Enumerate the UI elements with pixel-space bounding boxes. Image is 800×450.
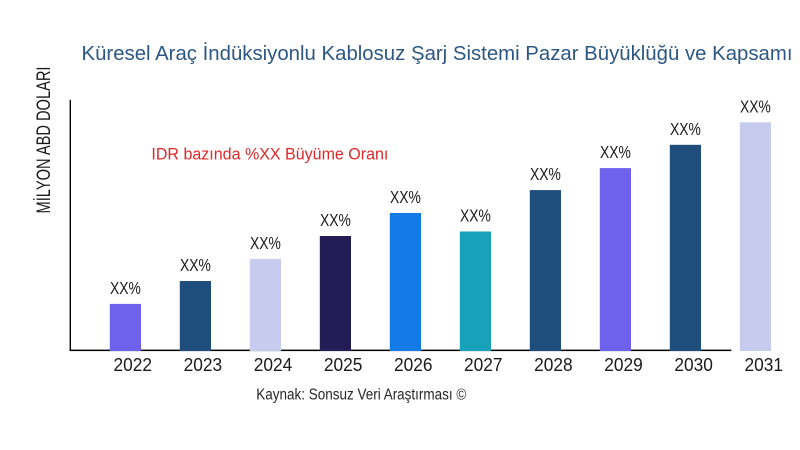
svg-text:2022: 2022 [114, 354, 153, 375]
svg-text:2024: 2024 [254, 354, 293, 375]
svg-text:2029: 2029 [604, 354, 643, 375]
svg-text:XX%: XX% [670, 119, 701, 139]
svg-text:XX%: XX% [250, 233, 281, 253]
svg-text:XX%: XX% [740, 96, 771, 116]
svg-text:Küresel Araç İndüksiyonlu Kabl: Küresel Araç İndüksiyonlu Kablosuz Şarj … [82, 42, 793, 65]
svg-text:XX%: XX% [180, 255, 211, 275]
svg-text:Kaynak: Sonsuz Veri Araştırmas: Kaynak: Sonsuz Veri Araştırması © [256, 387, 467, 404]
svg-text:IDR bazında %XX Büyüme Oranı: IDR bazında %XX Büyüme Oranı [151, 146, 388, 164]
svg-text:2031: 2031 [744, 354, 783, 375]
svg-text:2027: 2027 [464, 354, 503, 375]
svg-text:XX%: XX% [390, 187, 421, 207]
svg-text:XX%: XX% [320, 210, 351, 230]
svg-text:2023: 2023 [184, 354, 223, 375]
svg-text:2026: 2026 [394, 354, 433, 375]
svg-text:XX%: XX% [460, 206, 491, 226]
svg-text:2030: 2030 [674, 354, 713, 375]
svg-text:2028: 2028 [534, 354, 573, 375]
svg-text:2025: 2025 [324, 354, 363, 375]
svg-text:MİLYON ABD DOLARI: MİLYON ABD DOLARI [32, 66, 55, 213]
svg-text:XX%: XX% [530, 164, 561, 184]
svg-text:XX%: XX% [110, 278, 141, 298]
svg-text:XX%: XX% [600, 142, 631, 162]
